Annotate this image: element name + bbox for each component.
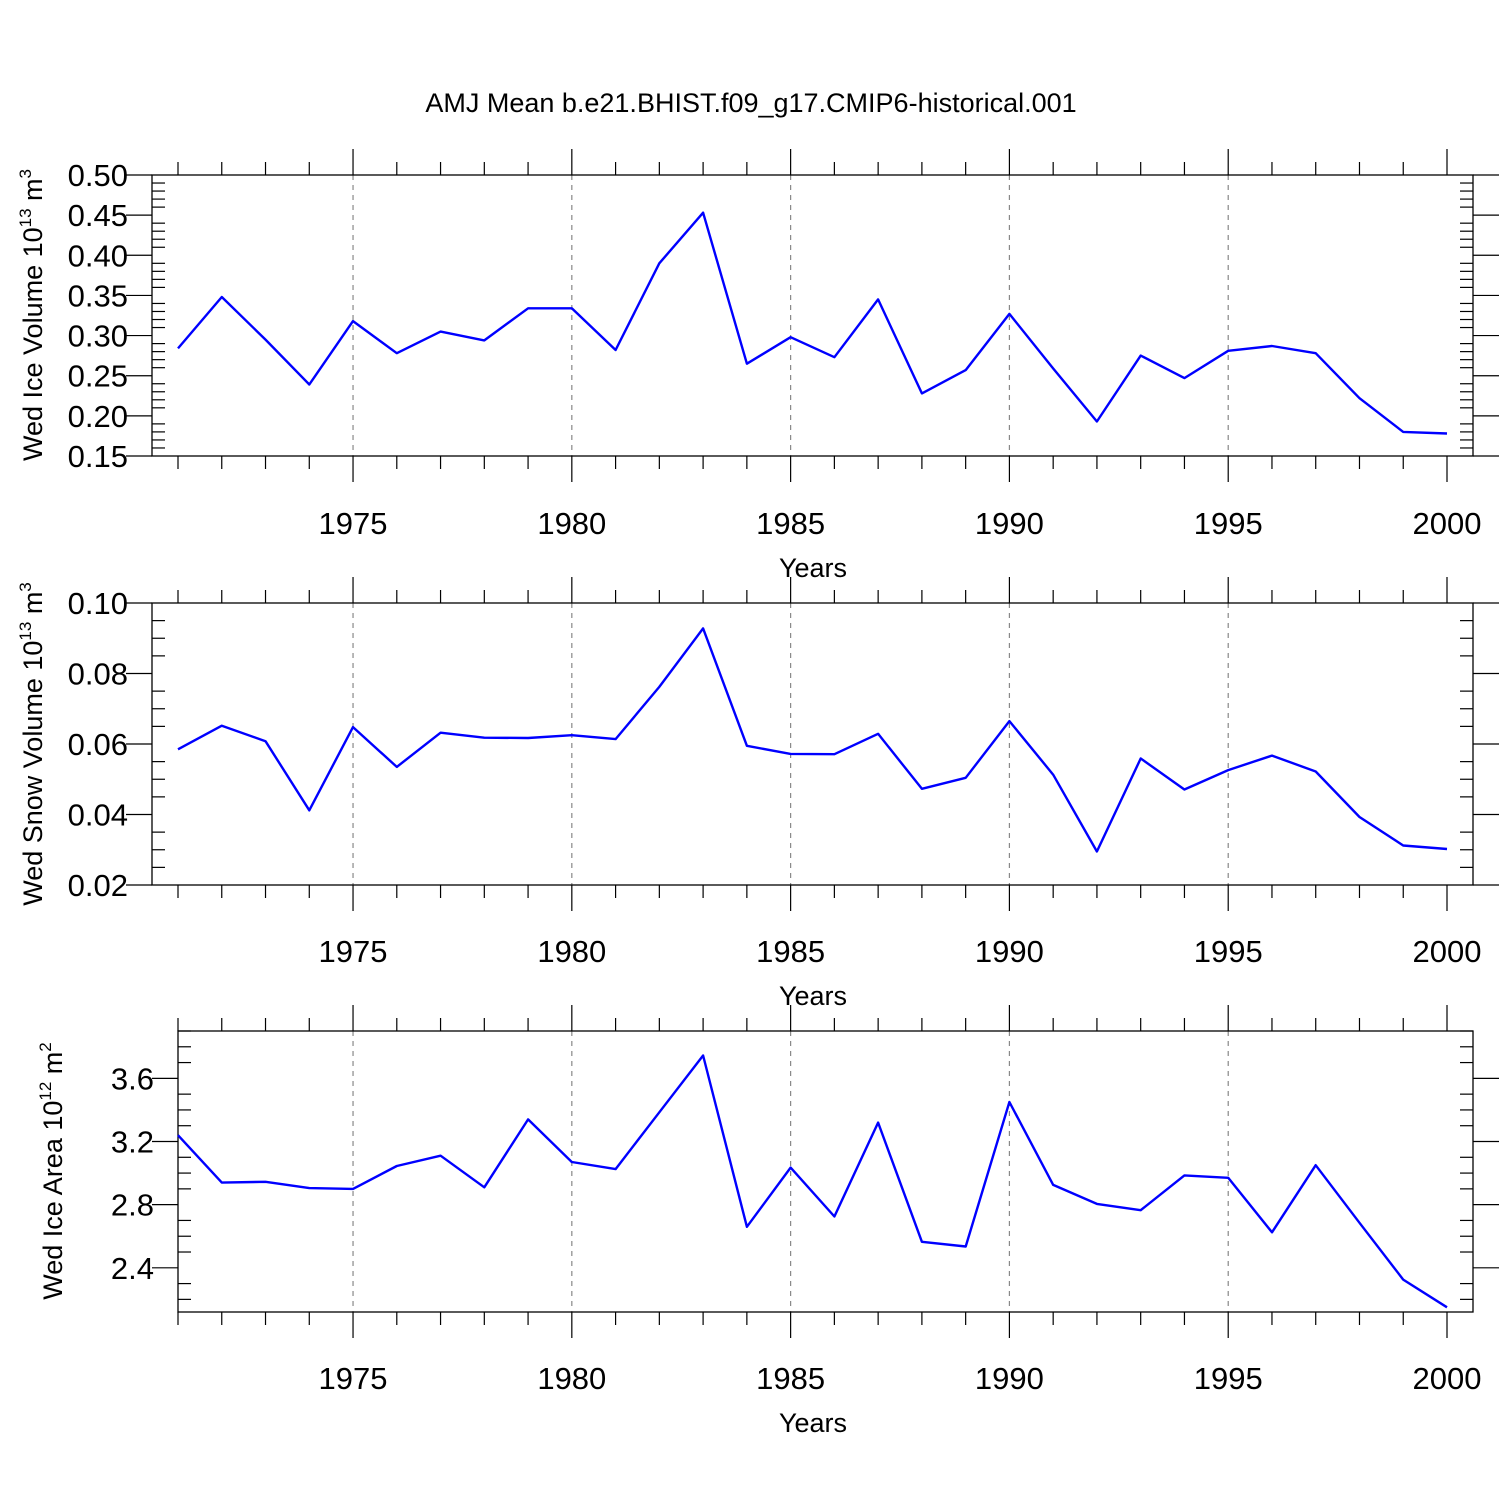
ice-area-ytick-label: 3.6 <box>111 1061 154 1096</box>
ice-volume-xtick-label: 1975 <box>319 506 388 541</box>
ice-volume-y-axis-title-mid: m <box>18 178 48 208</box>
ice-area-y-axis-title: Wed Ice Area 1012 m2 <box>36 1042 68 1300</box>
ice-volume-ytick-label: 0.20 <box>68 399 128 434</box>
ice-volume-y-axis-title-sup2: 3 <box>16 169 35 178</box>
ice-volume-series-line <box>177 211 1448 435</box>
snow-volume-xtick-label: 1995 <box>1194 934 1263 969</box>
ice-area-y-axis-title-mid: m <box>38 1052 68 1082</box>
ice-area-y-axis-title-sup2: 2 <box>36 1042 55 1051</box>
panel-ice-volume: 0.15 0.20 0.25 0.30 0.35 0.40 0.45 0.50 1975 1980… <box>16 149 1499 583</box>
snow-volume-y-axis-title-text: Wed Snow Volume 10 <box>18 641 48 906</box>
ice-area-y-axis-title-sup1: 12 <box>36 1082 55 1101</box>
snow-volume-xtick-label: 1975 <box>319 934 388 969</box>
snow-volume-x-axis-title: Years <box>779 981 847 1011</box>
ice-volume-ytick-label: 0.35 <box>68 278 128 313</box>
panel-ice-area: 2.4 2.8 3.2 3.6 1975 1980 1985 1990 1995 2000 Year… <box>36 1005 1499 1438</box>
snow-volume-xtick-label: 1990 <box>975 934 1044 969</box>
ice-area-xtick-label: 1985 <box>756 1361 825 1396</box>
snow-volume-ytick-label: 0.10 <box>68 586 128 621</box>
snow-volume-series-line <box>177 627 1448 853</box>
ice-area-xtick-label: 1990 <box>975 1361 1044 1396</box>
figure-title: AMJ Mean b.e21.BHIST.f09_g17.CMIP6-histo… <box>425 88 1076 118</box>
ice-area-ytick-label: 2.4 <box>111 1251 154 1286</box>
snow-volume-ytick-label: 0.08 <box>68 657 128 692</box>
ice-area-ytick-label: 3.2 <box>111 1125 154 1160</box>
snow-volume-y-axis-title: Wed Snow Volume 1013 m3 <box>16 582 48 906</box>
ice-volume-xtick-label: 1980 <box>537 506 606 541</box>
ice-volume-ytick-label: 0.25 <box>68 359 128 394</box>
ice-volume-ytick-label: 0.45 <box>68 198 128 233</box>
ice-area-plot-frame <box>177 1030 1474 1313</box>
ice-volume-xtick-label: 1995 <box>1194 506 1263 541</box>
ice-area-x-axis-title: Years <box>779 1408 847 1438</box>
ice-area-xtick-label: 1980 <box>537 1361 606 1396</box>
snow-volume-plot-frame <box>151 602 1474 886</box>
snow-volume-ytick-label: 0.06 <box>68 727 128 762</box>
panel-snow-volume: 0.02 0.04 0.06 0.08 0.10 1975 1980 1985 1990 1995… <box>16 577 1499 1011</box>
snow-volume-xtick-label: 2000 <box>1413 934 1482 969</box>
ice-volume-plot-frame <box>151 174 1474 457</box>
snow-volume-ytick-label: 0.02 <box>68 868 128 903</box>
snow-volume-ytick-label: 0.04 <box>68 798 128 833</box>
ice-volume-xtick-label: 1990 <box>975 506 1044 541</box>
ice-volume-y-axis-title: Wed Ice Volume 1013 m3 <box>16 169 48 461</box>
ice-area-xtick-label: 1975 <box>319 1361 388 1396</box>
snow-volume-y-axis-title-sup1: 13 <box>16 622 35 641</box>
ice-volume-ytick-label: 0.15 <box>68 439 128 474</box>
ice-volume-ytick-label: 0.30 <box>68 319 128 354</box>
ice-volume-ytick-label: 0.40 <box>68 238 128 273</box>
ice-volume-y-axis-title-sup1: 13 <box>16 208 35 227</box>
snow-volume-xtick-label: 1980 <box>537 934 606 969</box>
ice-area-ytick-label: 2.8 <box>111 1188 154 1223</box>
ice-volume-ytick-label: 0.50 <box>68 158 128 193</box>
snow-volume-y-axis-title-mid: m <box>18 592 48 622</box>
ice-area-series-line <box>177 1054 1448 1309</box>
snow-volume-xtick-label: 1985 <box>756 934 825 969</box>
ice-volume-xtick-label: 1985 <box>756 506 825 541</box>
ice-area-xtick-label: 2000 <box>1413 1361 1482 1396</box>
ice-area-y-axis-title-text: Wed Ice Area 10 <box>38 1101 68 1300</box>
snow-volume-y-axis-title-sup2: 3 <box>16 582 35 591</box>
ice-area-xtick-label: 1995 <box>1194 1361 1263 1396</box>
ice-volume-y-axis-title-text: Wed Ice Volume 10 <box>18 227 48 461</box>
ice-volume-x-axis-title: Years <box>779 553 847 583</box>
ice-volume-xtick-label: 2000 <box>1413 506 1482 541</box>
